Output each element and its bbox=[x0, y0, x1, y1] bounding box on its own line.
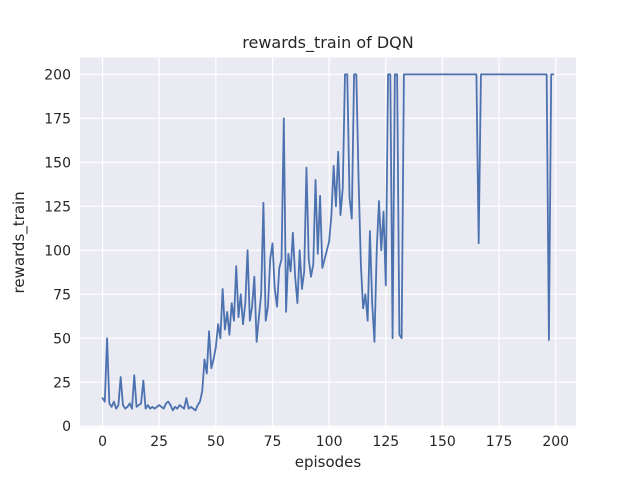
y-tick-label: 25 bbox=[53, 375, 71, 391]
x-axis-label: episodes bbox=[295, 453, 362, 471]
y-tick-label: 0 bbox=[62, 419, 71, 435]
y-tick-label: 175 bbox=[44, 111, 71, 127]
rewards-train-line bbox=[101, 73, 555, 412]
chart-title: rewards_train of DQN bbox=[242, 33, 413, 53]
gridlines bbox=[80, 57, 576, 428]
x-tick-label: 75 bbox=[264, 434, 282, 450]
y-tick-label: 100 bbox=[44, 243, 71, 259]
x-tick-label: 150 bbox=[429, 434, 456, 450]
x-tick-label: 25 bbox=[150, 434, 168, 450]
y-tick-label: 150 bbox=[44, 155, 71, 171]
x-tick-labels: 0 25 50 75 100 125 150 175 200 bbox=[98, 434, 569, 450]
x-tick-label: 175 bbox=[486, 434, 513, 450]
x-tick-label: 200 bbox=[542, 434, 569, 450]
y-tick-label: 50 bbox=[53, 331, 71, 347]
y-tick-label: 125 bbox=[44, 199, 71, 215]
x-tick-label: 100 bbox=[316, 434, 343, 450]
y-tick-label: 200 bbox=[44, 67, 71, 83]
y-tick-labels: 0 25 50 75 100 125 150 175 200 bbox=[44, 67, 71, 435]
y-tick-label: 75 bbox=[53, 287, 71, 303]
x-tick-label: 0 bbox=[98, 434, 107, 450]
y-axis-label: rewards_train bbox=[10, 191, 29, 293]
x-tick-label: 50 bbox=[207, 434, 225, 450]
x-tick-label: 125 bbox=[372, 434, 399, 450]
